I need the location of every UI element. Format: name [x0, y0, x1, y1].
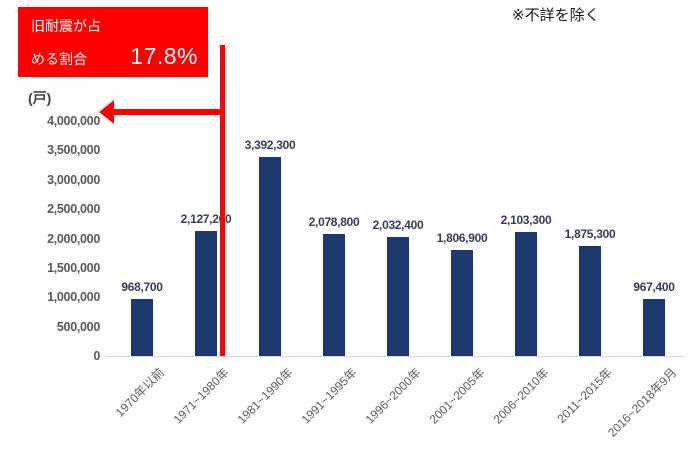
- bar-value-label: 2,078,800: [308, 214, 360, 229]
- y-axis-tick-label: 1,500,000: [47, 260, 100, 275]
- x-axis-category-label: 1996~2000年: [362, 365, 424, 427]
- y-axis-tick-label: 3,500,000: [47, 143, 100, 158]
- callout-row: める割合 17.8%: [31, 43, 198, 70]
- y-axis-tick-label: 4,000,000: [47, 114, 100, 128]
- bar: [579, 245, 601, 356]
- bar-value-label: 967,400: [633, 280, 675, 295]
- bar: [259, 156, 281, 356]
- bar: [195, 231, 217, 356]
- plot-area: 968,700 2,127,200 3,392,300 2,078,800 2,032,…: [105, 121, 681, 356]
- old-seismic-ratio-callout: 旧耐震が占 める割合 17.8%: [18, 7, 208, 77]
- bar-value-label: 1,875,300: [564, 226, 616, 241]
- x-axis-line: [105, 356, 685, 357]
- y-axis-tick-label: 2,500,000: [47, 202, 100, 217]
- x-axis-category-label: 2011~2015年: [554, 365, 616, 426]
- bar-value-label: 968,700: [121, 280, 163, 295]
- x-axis-category-label: 1991~1995年: [298, 365, 360, 427]
- left-arrow-head: [99, 100, 114, 124]
- left-arrow-shaft: [112, 109, 223, 115]
- bar-value-label: 3,392,300: [244, 137, 296, 152]
- bar-value-label: 2,127,200: [180, 212, 232, 227]
- y-axis-tick-label: 2,000,000: [47, 231, 100, 246]
- bar: [323, 233, 345, 356]
- bar-value-label: 2,103,300: [500, 213, 552, 228]
- bar: [451, 249, 473, 356]
- bar: [387, 236, 409, 356]
- bar: [131, 299, 153, 356]
- y-axis-unit-label: (戸): [28, 90, 52, 106]
- x-axis-category-label: 2006~2010年: [490, 365, 552, 427]
- bar: [515, 232, 537, 356]
- bar: [643, 299, 665, 356]
- x-axis-category-label: 1970年以前: [113, 365, 168, 420]
- callout-percentage-value: 17.8%: [130, 43, 198, 69]
- x-axis-category-label: 2001~2005年: [426, 365, 488, 427]
- y-axis-tick-label: 3,000,000: [47, 172, 100, 187]
- y-axis-tick-label: 500,000: [56, 319, 100, 334]
- footnote: ※不詳を除く: [512, 7, 600, 24]
- x-axis-category-label: 1981~1990年: [234, 365, 296, 427]
- y-axis-tick-label: 1,000,000: [47, 290, 100, 305]
- callout-label-line1: 旧耐震が占: [31, 18, 101, 34]
- old-standard-divider-line: [220, 45, 225, 356]
- bar-value-label: 1,806,900: [436, 230, 488, 245]
- x-axis-category-label: 1971~1980年: [170, 365, 232, 427]
- bar-value-label: 2,032,400: [372, 217, 424, 232]
- callout-label-line2: める割合: [31, 51, 87, 67]
- y-axis-tick-label: 0: [93, 349, 100, 363]
